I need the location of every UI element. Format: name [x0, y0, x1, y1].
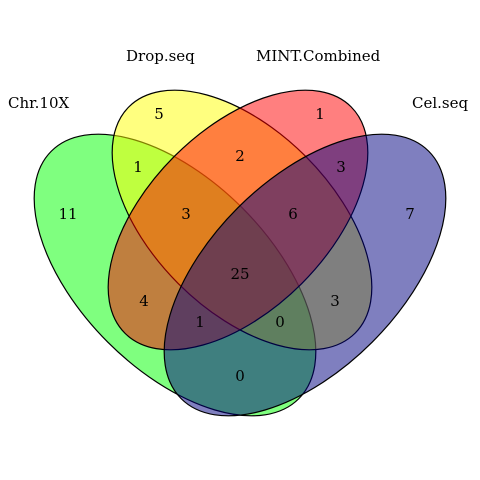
count-dropseq-mint-celseq: 6: [288, 205, 298, 223]
count-chr10x-dropseq-celseq: 0: [275, 313, 285, 331]
set-label-chr10x: Chr.10X: [8, 94, 70, 112]
count-only-dropseq: 5: [154, 105, 164, 123]
count-chr10x-dropseq: 1: [133, 158, 143, 176]
set-label-mint: MINT.Combined: [256, 47, 381, 65]
count-chr10x-mint: 4: [139, 292, 149, 310]
count-only-mint: 1: [315, 105, 325, 123]
count-chr10x-mint-celseq: 1: [195, 313, 205, 331]
set-label-celseq: Cel.seq: [412, 94, 468, 112]
count-dropseq-celseq: 3: [330, 292, 340, 310]
count-dropseq-mint: 2: [235, 147, 245, 165]
set-ellipse-celseq: [163, 133, 447, 417]
count-only-chr10x: 11: [58, 205, 77, 223]
count-only-celseq: 7: [405, 205, 415, 223]
count-chr10x-celseq: 0: [235, 367, 245, 385]
count-all-four: 25: [230, 265, 249, 283]
set-ellipses: [33, 89, 447, 417]
count-chr10x-dropseq-mint: 3: [181, 205, 191, 223]
count-mint-celseq: 3: [336, 158, 346, 176]
set-labels: Chr.10X Drop.seq MINT.Combined Cel.seq: [8, 47, 468, 112]
set-label-dropseq: Drop.seq: [126, 47, 195, 65]
region-counts: 11 5 1 7 1 2 3 3 6 25 4 3 1 0 0: [58, 105, 414, 385]
